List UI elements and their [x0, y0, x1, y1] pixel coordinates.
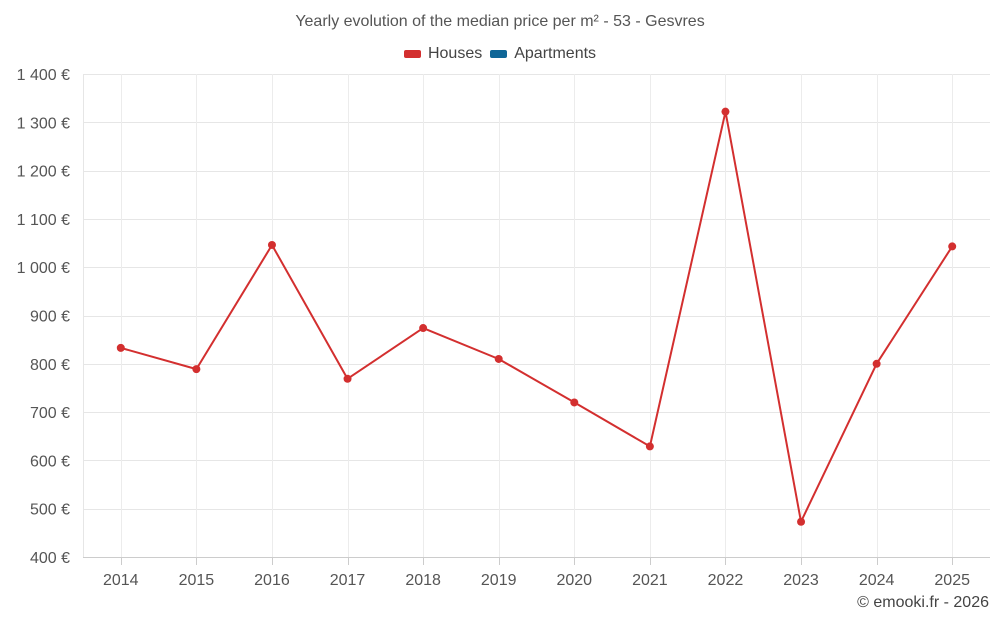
legend-swatch-houses — [403, 50, 421, 58]
y-tick-label: 800 € — [30, 357, 70, 374]
data-point-houses[interactable] — [721, 107, 730, 116]
data-point-houses[interactable] — [872, 359, 881, 368]
legend-label-houses: Houses — [427, 45, 483, 62]
y-tick-label: 1 000 € — [17, 260, 70, 277]
data-point-houses[interactable] — [419, 324, 428, 333]
axes: 400 € 500 € 600 € 700 € 800 € 900 € 1 000 € 1 1… — [17, 67, 990, 589]
legend-label-apartments: Apartments — [514, 45, 597, 62]
x-tick-label: 2022 — [708, 572, 744, 589]
data-point-houses[interactable] — [570, 398, 579, 407]
x-tick-label: 2021 — [632, 572, 668, 589]
chart-legend: Houses Apartments — [0, 45, 1000, 63]
data-point-houses[interactable] — [192, 365, 201, 374]
data-point-houses[interactable] — [797, 517, 806, 526]
data-point-houses[interactable] — [116, 343, 125, 352]
x-tick-label: 2025 — [934, 572, 970, 589]
legend-swatch-apartments — [490, 50, 508, 58]
y-tick-label: 1 400 € — [17, 67, 70, 84]
y-tick-label: 500 € — [30, 502, 70, 519]
x-tick-label: 2023 — [783, 572, 819, 589]
data-point-houses[interactable] — [267, 240, 276, 249]
y-tick-label: 1 100 € — [17, 212, 70, 229]
x-tick-label: 2017 — [330, 572, 366, 589]
grid — [83, 74, 990, 558]
chart-title: Yearly evolution of the median price per… — [295, 13, 705, 30]
data-point-houses[interactable] — [645, 442, 654, 451]
series — [116, 107, 957, 526]
x-tick-label: 2015 — [179, 572, 215, 589]
x-tick-label: 2018 — [405, 572, 441, 589]
credit-text: © emooki.fr - 2026 — [857, 594, 989, 611]
data-point-houses[interactable] — [494, 354, 503, 363]
legend-item-apartments[interactable]: Apartments — [490, 45, 596, 63]
data-point-houses[interactable] — [343, 374, 352, 383]
y-tick-label: 1 200 € — [17, 164, 70, 181]
data-point-houses[interactable] — [948, 242, 957, 251]
y-tick-label: 600 € — [30, 453, 70, 470]
x-tick-label: 2014 — [103, 572, 139, 589]
x-tick-label: 2019 — [481, 572, 517, 589]
y-tick-label: 400 € — [30, 550, 70, 567]
x-tick-label: 2020 — [556, 572, 592, 589]
y-tick-label: 1 300 € — [17, 115, 70, 132]
legend-item-houses[interactable]: Houses — [403, 45, 483, 63]
x-tick-label: 2016 — [254, 572, 290, 589]
y-tick-label: 700 € — [30, 405, 70, 422]
y-tick-label: 900 € — [30, 309, 70, 326]
series-line-houses — [120, 110, 954, 523]
x-tick-label: 2024 — [859, 572, 895, 589]
